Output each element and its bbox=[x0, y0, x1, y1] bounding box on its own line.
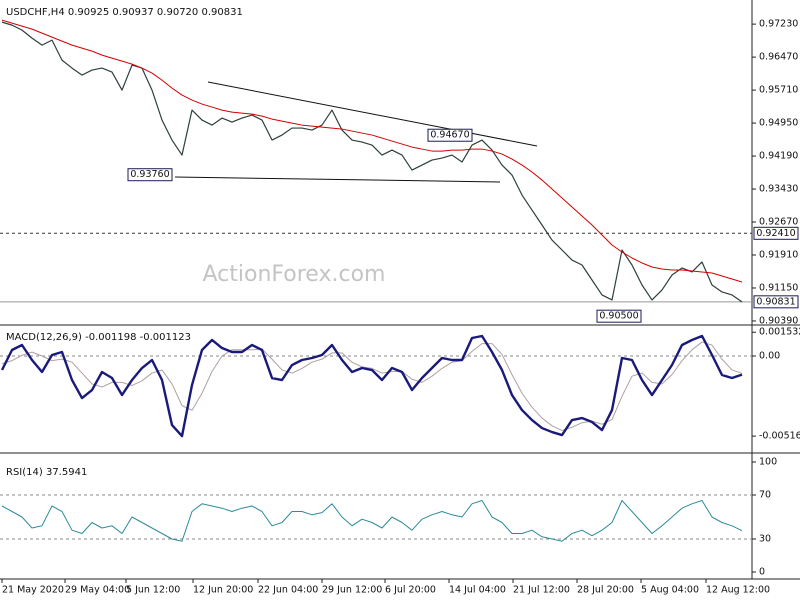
x-tick-label: 29 Jun 12:00 bbox=[322, 585, 382, 596]
x-tick-label: 22 Jun 04:00 bbox=[258, 585, 318, 596]
x-tick-label: 5 Aug 04:00 bbox=[641, 585, 699, 596]
y-tick-label: 0.90390 bbox=[759, 315, 798, 326]
y-tick-label: 0.92670 bbox=[759, 217, 798, 228]
annotation-box bbox=[427, 128, 473, 142]
y-tick-label: 0.95710 bbox=[759, 85, 798, 96]
x-tick-label: 6 Jul 20:00 bbox=[385, 585, 436, 596]
y-tick-label: 0.001532 bbox=[759, 327, 800, 338]
y-tick-label: 0.94950 bbox=[759, 118, 798, 129]
y-tick-label: 70 bbox=[759, 490, 771, 501]
x-tick-label: 21 May 2020 bbox=[2, 585, 64, 596]
annotation-label: 0.93760 bbox=[130, 169, 169, 180]
annotation-box bbox=[596, 309, 642, 323]
series-line bbox=[0, 334, 743, 438]
y-tick-label: 0.91150 bbox=[759, 282, 798, 293]
y-tick-label: 0.00 bbox=[759, 351, 780, 362]
series-line bbox=[1, 21, 743, 303]
x-tick-label: 28 Jul 20:00 bbox=[577, 585, 634, 596]
series-line bbox=[1, 19, 743, 283]
price-level-label: 0.92410 bbox=[756, 228, 795, 239]
y-tick-label: 0.91910 bbox=[759, 250, 798, 261]
x-tick-label: 5 Jun 12:00 bbox=[126, 585, 180, 596]
annotation-label: 0.94670 bbox=[430, 130, 469, 141]
annotation-label: 0.90500 bbox=[599, 311, 638, 322]
y-tick-label: 30 bbox=[759, 534, 771, 545]
x-tick-label: 21 Jul 12:00 bbox=[513, 585, 570, 596]
series-line bbox=[1, 500, 743, 542]
x-tick-label: 14 Jul 04:00 bbox=[449, 585, 506, 596]
x-tick-label: 29 May 04:00 bbox=[65, 585, 130, 596]
price-level-box bbox=[753, 226, 799, 240]
price-level-box bbox=[753, 295, 799, 309]
y-tick-label: 100 bbox=[759, 457, 777, 468]
y-tick-label: 0.96470 bbox=[759, 52, 798, 63]
y-tick-label: 0.93430 bbox=[759, 184, 798, 195]
panel-title: RSI(14) 37.5941 bbox=[6, 467, 87, 478]
resistance-trendline bbox=[207, 81, 538, 147]
y-tick-label: 0 bbox=[759, 567, 765, 578]
watermark: ActionForex.com bbox=[203, 262, 386, 287]
y-tick-label: 0.94190 bbox=[759, 151, 798, 162]
x-tick-label: 12 Jun 20:00 bbox=[193, 585, 253, 596]
series-line bbox=[1, 341, 743, 431]
y-tick-label: 0.97230 bbox=[759, 19, 798, 30]
panel-title: USDCHF,H4 0.90925 0.90937 0.90720 0.9083… bbox=[6, 7, 243, 18]
x-tick-label: 12 Aug 12:00 bbox=[706, 585, 770, 596]
price-level-label: 0.90831 bbox=[756, 296, 795, 307]
annotation-box bbox=[127, 168, 173, 182]
y-tick-label: -0.005164 bbox=[759, 431, 800, 442]
panel-title: MACD(12,26,9) -0.001198 -0.001123 bbox=[6, 332, 191, 343]
support-trendline bbox=[174, 176, 501, 183]
